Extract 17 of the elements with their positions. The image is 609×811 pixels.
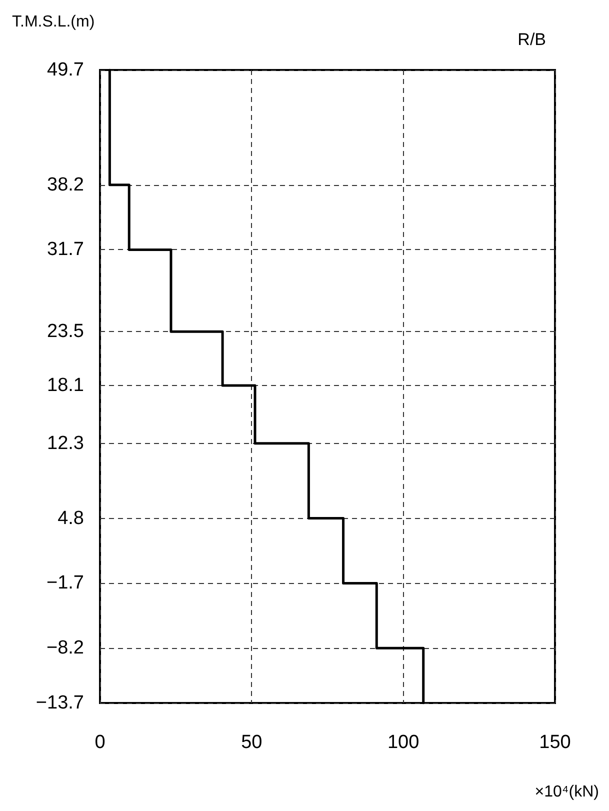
y-axis-title: T.M.S.L.(m) [12, 14, 95, 30]
chart-title: R/B [518, 30, 546, 49]
y-tick-label: −1.7 [46, 572, 84, 594]
x-tick-label: 0 [94, 732, 106, 753]
x-tick-label: 50 [241, 732, 262, 753]
y-tick-label: −13.7 [36, 692, 84, 714]
y-tick-label: 31.7 [47, 239, 84, 260]
y-tick-label: 18.1 [47, 375, 84, 396]
x-tick-label: 100 [387, 732, 420, 753]
x-axis-title: ×10⁴(kN) [534, 784, 600, 800]
y-tick-label: −8.2 [46, 638, 84, 659]
y-tick-label: 49.7 [47, 60, 84, 80]
y-tick-label: 23.5 [47, 321, 84, 342]
y-tick-label: 4.8 [58, 508, 84, 529]
y-tick-label: 12.3 [47, 432, 84, 454]
x-tick-label: 150 [539, 732, 571, 753]
y-tick-label: 38.2 [47, 174, 84, 196]
